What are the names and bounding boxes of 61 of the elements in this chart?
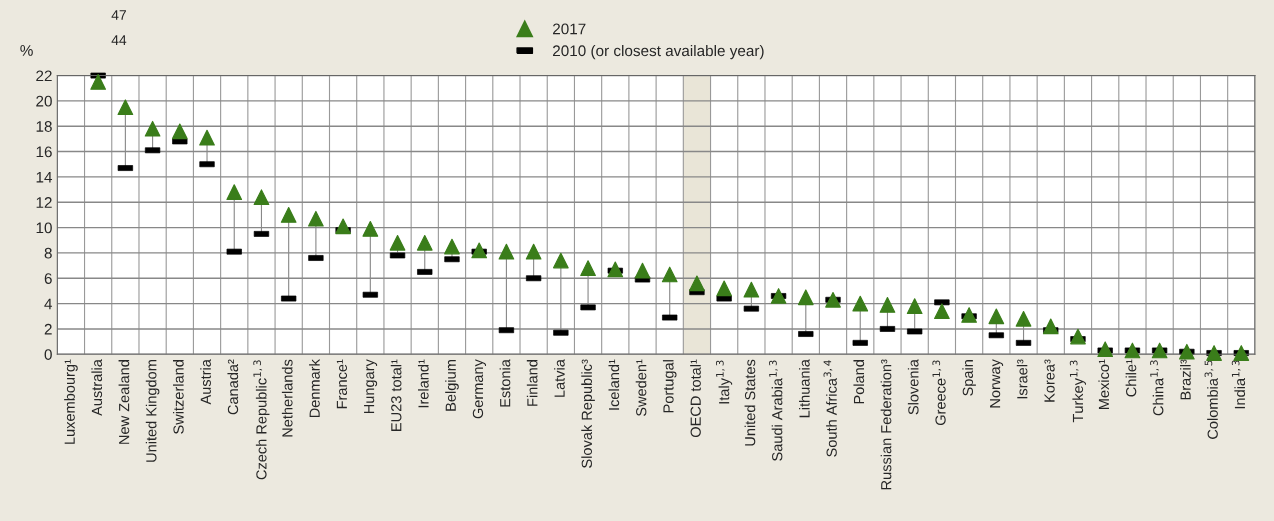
text: 44	[111, 35, 127, 45]
x-tick-label: Saudi Arabia$^{1,3}$	[769, 360, 783, 461]
x-tick-label: United Kingdom	[145, 360, 160, 462]
y-tick-label: 6	[44, 273, 52, 284]
x-tick-label: Chile¹	[1125, 359, 1137, 397]
x-tick-label: Greece$^{1,3}$	[932, 360, 946, 426]
text: 47	[111, 10, 126, 20]
y-tick-label: 10	[36, 222, 52, 234]
x-tick-label: Slovak Republic³	[581, 359, 595, 468]
x-tick-label: EU23 total¹	[390, 359, 402, 431]
x-tick-label: Norway	[990, 359, 1004, 408]
x-tick-label: Denmark	[309, 359, 320, 418]
x-tick-label: Turkey$^{1,3}$	[1069, 360, 1086, 423]
x-tick-label: Australia	[91, 359, 103, 416]
x-tick-label: Iceland¹	[608, 359, 620, 410]
x-tick-label: Mexico¹	[1098, 359, 1110, 409]
x-tick-label: Latvia	[554, 359, 565, 397]
y-tick-label: 22	[36, 70, 52, 82]
x-tick-label: Ireland¹	[417, 359, 429, 408]
legend-label: 2010 (or closest available year)	[553, 44, 764, 60]
y-tick-label: 16	[36, 146, 52, 158]
y-tick-label: 4	[44, 298, 53, 310]
legend-label: 2017	[553, 23, 586, 35]
x-tick-label: Russian Federation³	[880, 359, 892, 490]
x-tick-label: OECD total¹	[690, 359, 701, 438]
x-tick-label: Israel³	[1016, 359, 1028, 399]
x-tick-label: China$^{1,3}$	[1150, 360, 1164, 416]
x-tick-label: Czech Republic$^{1,3}$	[253, 360, 270, 480]
x-tick-label: Austria	[200, 359, 211, 405]
x-tick-label: Brazil³	[1180, 359, 1191, 400]
y-tick-label: 12	[36, 197, 52, 208]
x-tick-label: Germany	[472, 359, 486, 419]
x-tick-label: Belgium	[445, 360, 459, 411]
x-tick-label: Colombia$^{3,5}$	[1204, 360, 1218, 439]
x-tick-label: Spain	[962, 360, 976, 396]
x-tick-label: Korea³	[1044, 359, 1055, 402]
x-tick-label: India$^{1,3}$	[1231, 360, 1246, 409]
y-tick-label: 18	[36, 121, 52, 132]
x-tick-label: Canada²	[227, 359, 239, 415]
x-tick-label: Netherlands	[281, 359, 293, 437]
x-tick-label: Sweden¹	[635, 359, 647, 417]
x-tick-label: Hungary	[364, 359, 378, 414]
y-axis-title: %	[20, 45, 33, 56]
x-tick-label: Estonia	[499, 359, 511, 407]
x-tick-label: Slovenia	[907, 359, 919, 415]
y-tick-label: 20	[36, 95, 52, 107]
x-tick-label: France¹	[336, 359, 348, 409]
x-tick-label: New Zealand	[118, 360, 130, 444]
x-tick-label: Poland	[853, 360, 865, 404]
x-tick-label: Luxembourg¹	[64, 359, 78, 444]
y-tick-label: 2	[44, 323, 52, 335]
y-tick-label: 0	[44, 349, 52, 360]
y-tick-label: 8	[44, 247, 52, 259]
x-tick-label: Lithuania	[799, 359, 810, 418]
x-tick-label: United States	[744, 359, 756, 446]
x-tick-label: Switzerland	[173, 360, 184, 434]
x-tick-label: Portugal	[662, 360, 677, 413]
y-tick-label: 14	[36, 171, 53, 183]
x-tick-label: Finland	[526, 360, 538, 406]
x-tick-label: South Africa$^{3,4}$	[823, 360, 837, 457]
x-tick-label: Italy$^{1,3}$	[715, 360, 733, 404]
